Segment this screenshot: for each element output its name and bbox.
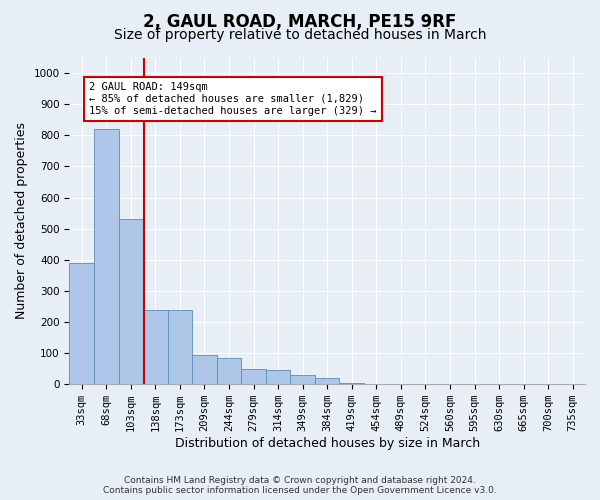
- Bar: [192, 354, 217, 384]
- X-axis label: Distribution of detached houses by size in March: Distribution of detached houses by size …: [175, 437, 480, 450]
- Text: 2 GAUL ROAD: 149sqm
← 85% of detached houses are smaller (1,829)
15% of semi-det: 2 GAUL ROAD: 149sqm ← 85% of detached ho…: [89, 82, 377, 116]
- Bar: [290, 375, 315, 384]
- Bar: [167, 310, 192, 384]
- Bar: [119, 220, 143, 384]
- Bar: [70, 263, 94, 384]
- Bar: [340, 382, 364, 384]
- Bar: [241, 368, 266, 384]
- Y-axis label: Number of detached properties: Number of detached properties: [15, 122, 28, 320]
- Bar: [94, 129, 119, 384]
- Bar: [315, 378, 340, 384]
- Bar: [143, 310, 167, 384]
- Text: Size of property relative to detached houses in March: Size of property relative to detached ho…: [114, 28, 486, 42]
- Text: 2, GAUL ROAD, MARCH, PE15 9RF: 2, GAUL ROAD, MARCH, PE15 9RF: [143, 12, 457, 30]
- Bar: [217, 358, 241, 384]
- Bar: [266, 370, 290, 384]
- Text: Contains HM Land Registry data © Crown copyright and database right 2024.
Contai: Contains HM Land Registry data © Crown c…: [103, 476, 497, 495]
